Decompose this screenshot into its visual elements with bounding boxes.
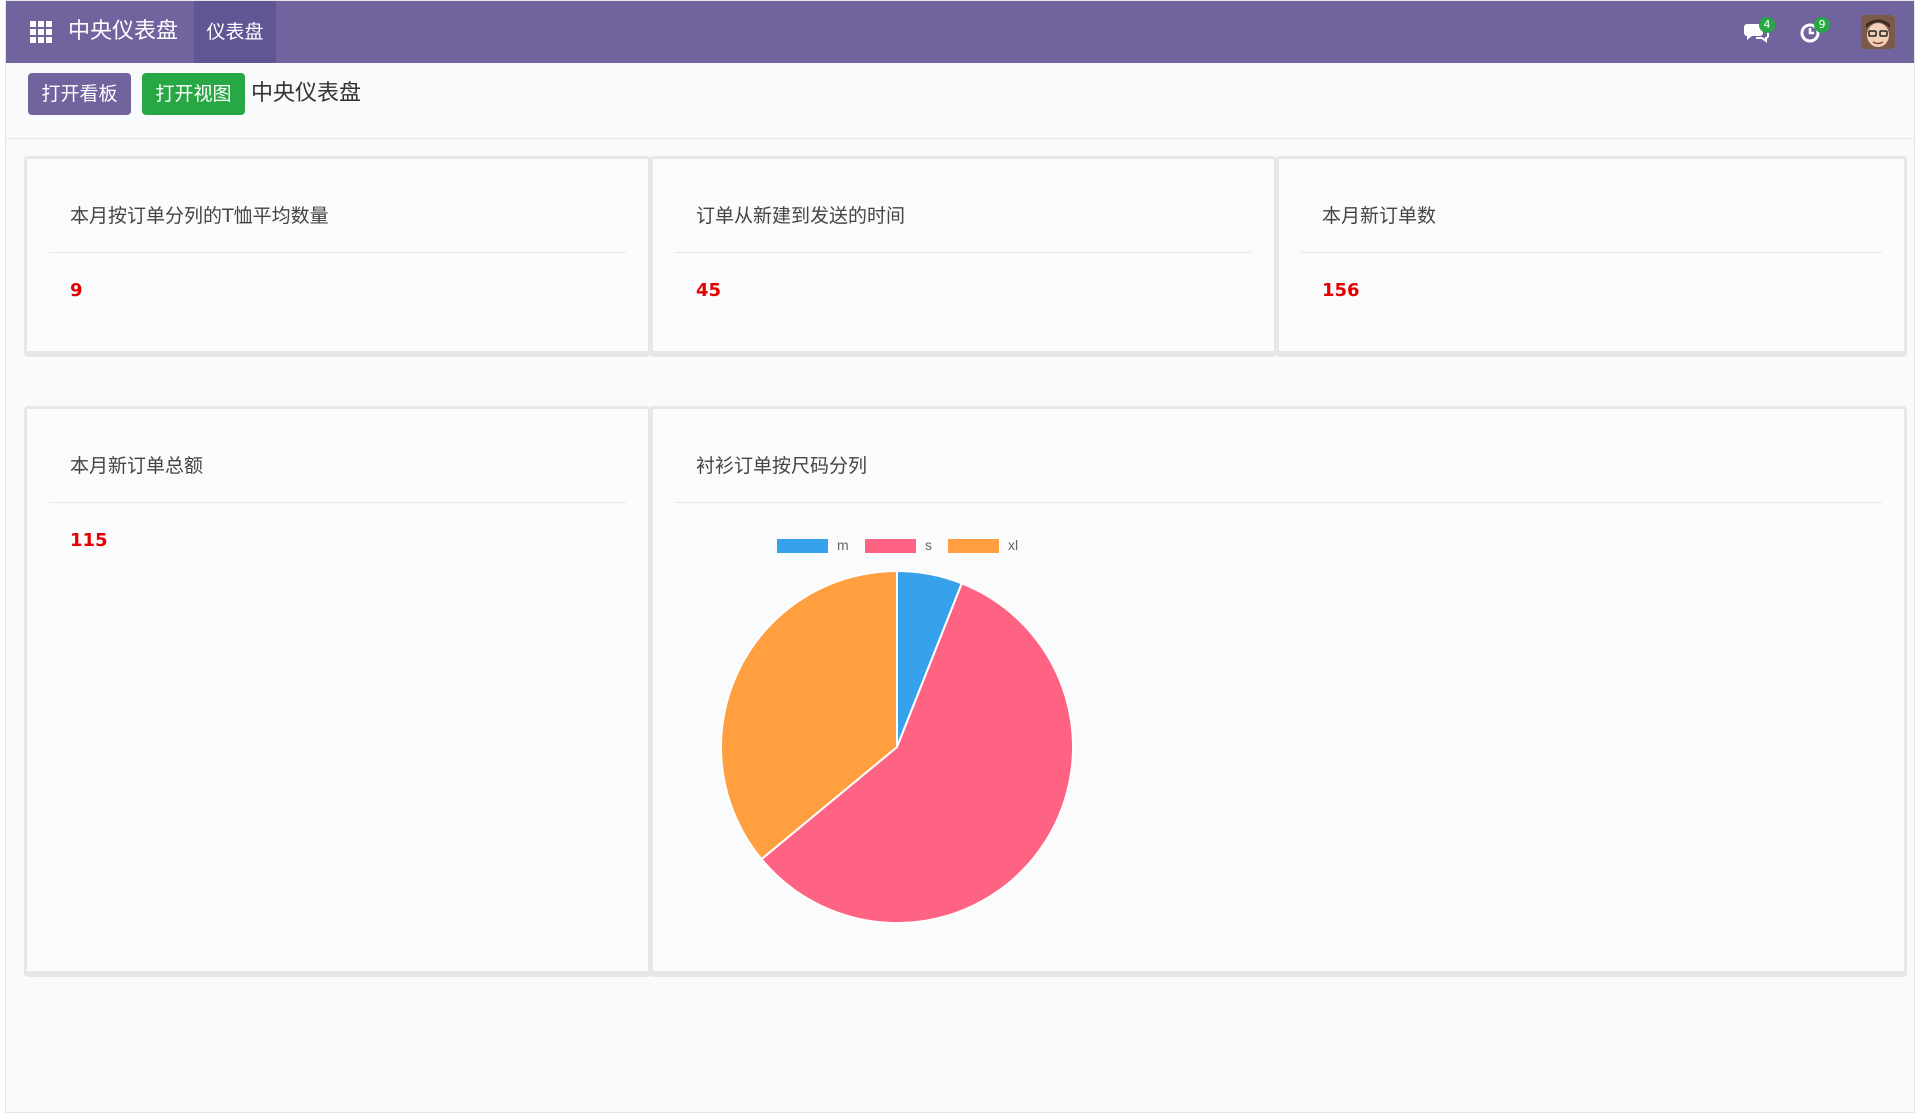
card-title: 订单从新建到发送的时间 bbox=[696, 205, 906, 227]
card-title: 本月新订单总额 bbox=[70, 455, 204, 477]
pie-slice-xl[interactable] bbox=[720, 569, 898, 861]
chart-card-shirt-sizes: 衬衫订单按尺码分列 m s xl bbox=[650, 406, 1907, 977]
card-divider bbox=[49, 502, 626, 503]
card-title: 衬衫订单按尺码分列 bbox=[696, 455, 868, 477]
pie-slice-s[interactable] bbox=[759, 582, 1074, 924]
app-frame: 中央仪表盘 仪表盘 4 9 bbox=[5, 0, 1915, 1113]
open-view-button[interactable]: 打开视图 bbox=[142, 73, 245, 115]
legend-swatch bbox=[865, 539, 916, 553]
legend-swatch bbox=[948, 539, 999, 553]
card-value: 156 bbox=[1322, 280, 1360, 301]
app-title[interactable]: 中央仪表盘 bbox=[68, 19, 179, 44]
activity-clock-icon[interactable]: 9 bbox=[1799, 17, 1830, 46]
open-kanban-button[interactable]: 打开看板 bbox=[28, 73, 131, 115]
menu-item-dashboard[interactable]: 仪表盘 bbox=[194, 1, 276, 63]
kpi-card-new-order-total: 本月新订单总额 115 bbox=[24, 406, 651, 977]
card-title: 本月按订单分列的T恤平均数量 bbox=[70, 205, 329, 227]
legend-swatch bbox=[777, 539, 828, 553]
kpi-card-new-orders: 本月新订单数 156 bbox=[1276, 156, 1907, 357]
chat-badge: 4 bbox=[1759, 17, 1775, 33]
breadcrumb-title: 中央仪表盘 bbox=[251, 81, 362, 106]
card-divider bbox=[675, 502, 1882, 503]
control-panel: 打开看板 打开视图 中央仪表盘 bbox=[6, 63, 1914, 139]
card-value: 115 bbox=[70, 530, 108, 551]
legend-label: xl bbox=[1008, 537, 1019, 553]
card-value: 45 bbox=[696, 280, 722, 301]
pie-chart bbox=[720, 569, 1074, 924]
top-navbar: 中央仪表盘 仪表盘 4 9 bbox=[6, 1, 1914, 63]
chat-icon[interactable]: 4 bbox=[1744, 17, 1775, 46]
card-title: 本月新订单数 bbox=[1322, 205, 1437, 227]
kpi-card-avg-tshirt: 本月按订单分列的T恤平均数量 9 bbox=[24, 156, 651, 357]
card-divider bbox=[1301, 252, 1882, 253]
apps-grid-icon[interactable] bbox=[30, 21, 52, 43]
user-avatar[interactable] bbox=[1861, 15, 1895, 49]
card-divider bbox=[675, 252, 1252, 253]
card-divider bbox=[49, 252, 626, 253]
activity-badge: 9 bbox=[1814, 17, 1830, 33]
kpi-card-order-lead-time: 订单从新建到发送的时间 45 bbox=[650, 156, 1277, 357]
legend-label: s bbox=[925, 537, 932, 553]
card-value: 9 bbox=[70, 280, 83, 301]
legend-label: m bbox=[837, 537, 849, 553]
